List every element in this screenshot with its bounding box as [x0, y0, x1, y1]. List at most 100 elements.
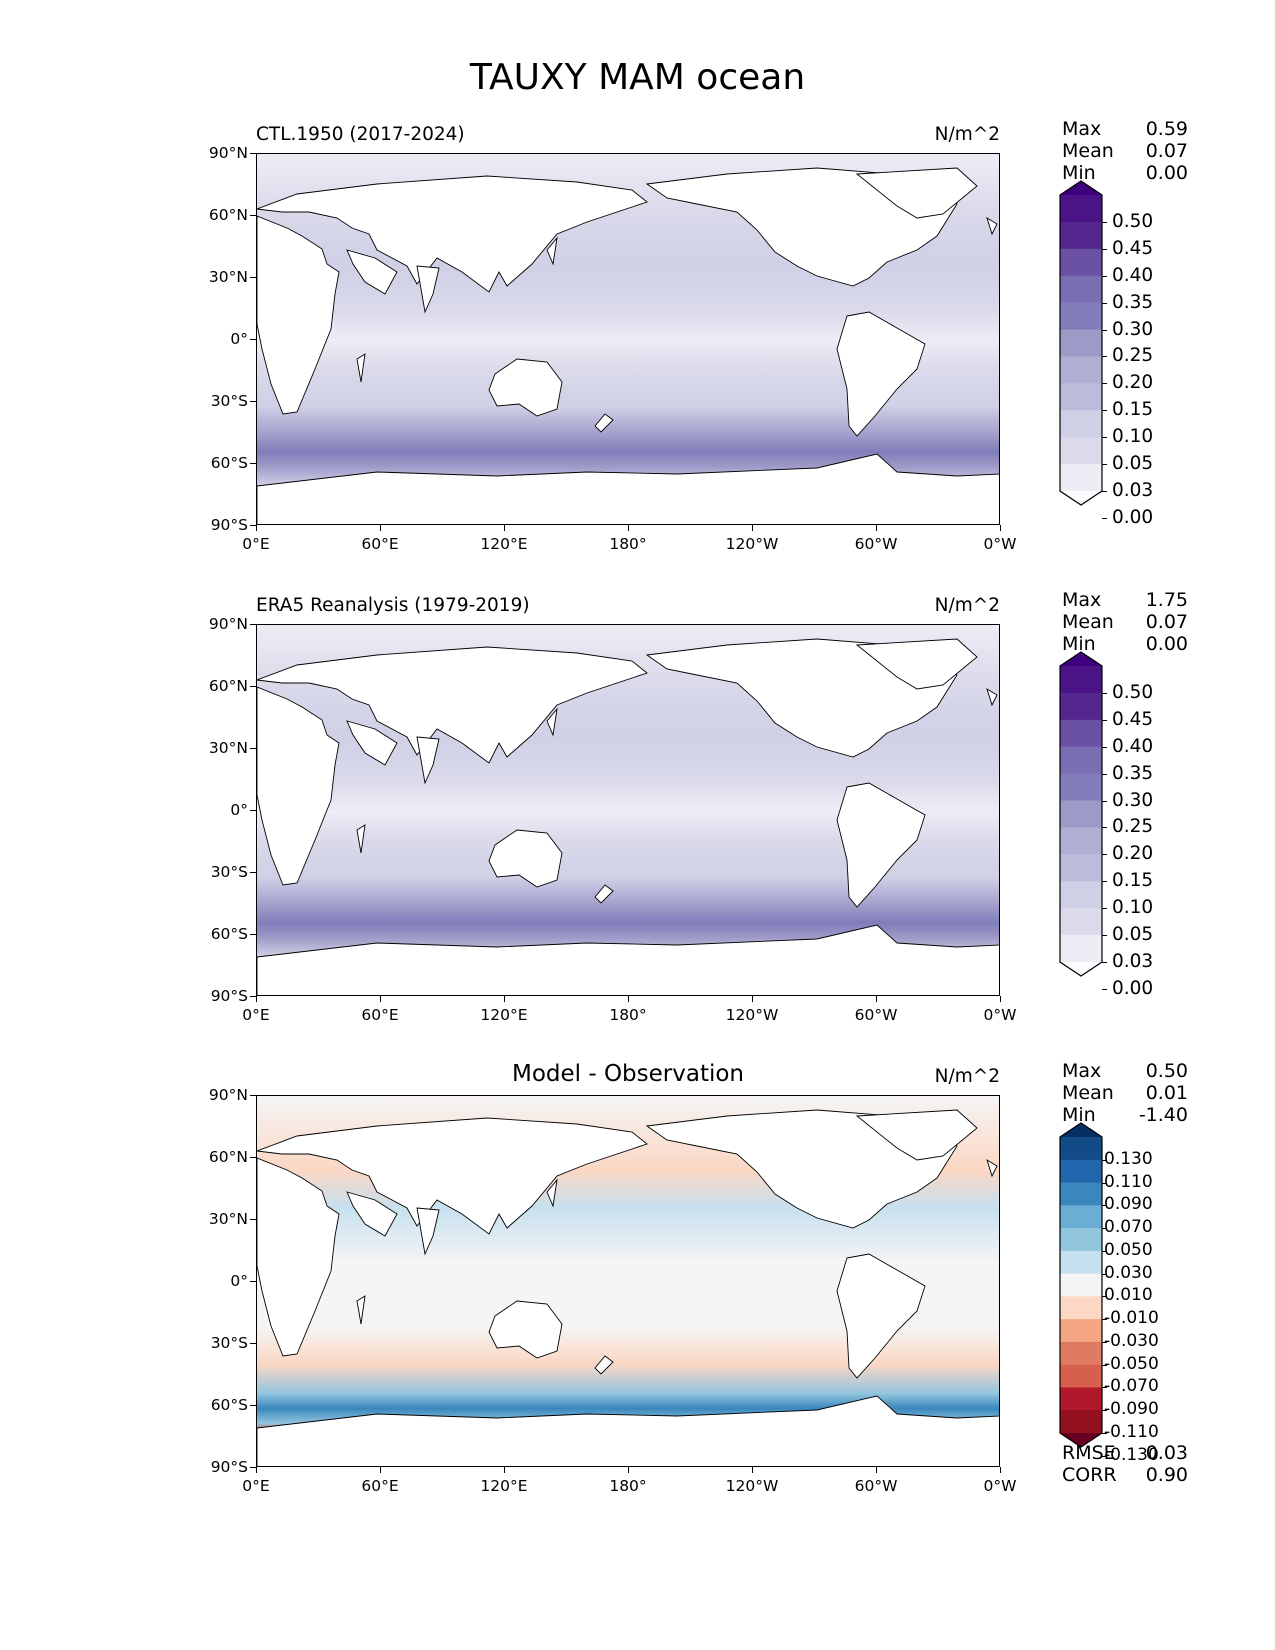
panel-3-lat-tickmark — [250, 1405, 256, 1407]
panel-3-lon-tick-label: 0°E — [242, 1477, 270, 1495]
panel-3-lon-tick-label: 120°E — [480, 1477, 528, 1495]
panel-3-stat-name: Max — [1062, 1060, 1102, 1082]
panel-2-lat-tickmark — [250, 748, 256, 750]
panel-3-stat-value: -1.40 — [1138, 1104, 1188, 1126]
panel-2-colorbar-segment — [1060, 692, 1102, 721]
panel-3-lon-tickmark — [752, 1467, 754, 1473]
panel-3-land-madagascar — [356, 1295, 366, 1325]
panel-3-colorbar-extend-max — [1060, 1123, 1102, 1137]
panel-3-lon-tickmark — [876, 1467, 878, 1473]
panel-3-colorbar-tick — [1102, 1410, 1107, 1412]
panel-1-land-nz — [594, 413, 614, 433]
panel-2-lon-tick-label: 180° — [609, 1006, 647, 1024]
panel-3-extra-stat-value: 0.03 — [1145, 1442, 1188, 1464]
panel-3-lat-tick-label: 90°S — [210, 1458, 248, 1476]
panel-3-extra-stat-name: CORR — [1062, 1464, 1117, 1486]
panel-2-colorbar-tick — [1102, 800, 1107, 802]
panel-2-land-australia — [488, 829, 563, 888]
panel-2-title: ERA5 Reanalysis (1979-2019) — [256, 595, 530, 616]
panel-1-colorbar-label: 0.50 — [1112, 210, 1154, 232]
panel-2-land-antarctica — [257, 924, 999, 995]
panel-1-colorbar-segment — [1060, 275, 1102, 304]
panel-3-title: Model - Observation — [511, 1061, 745, 1087]
panel-2-colorbar — [1059, 651, 1103, 977]
panel-3-colorbar-label: -0.090 — [1104, 1399, 1159, 1420]
panel-2-lat-tickmark — [250, 810, 256, 812]
panel-3-lon-tickmark — [504, 1467, 506, 1473]
panel-2-lon-tickmark — [876, 996, 878, 1002]
panel-2-lat-tickmark — [250, 996, 256, 998]
panel-1-lat-tick-label: 90°S — [210, 516, 248, 534]
panel-2-colorbar-segment — [1060, 908, 1102, 936]
panel-1-colorbar-label: 0.20 — [1112, 372, 1154, 394]
panel-2-lon-tickmark — [380, 996, 382, 1002]
panel-2-stat-value: 0.07 — [1145, 611, 1188, 633]
panel-1-colorbar — [1059, 180, 1103, 506]
panel-3-colorbar-label: 0.130 — [1104, 1148, 1153, 1169]
panel-1-stat-name: Min — [1062, 162, 1096, 184]
panel-1-land-africa — [257, 215, 340, 415]
panel-1-land-japan — [546, 236, 558, 266]
panel-1-colorbar-label: 0.10 — [1112, 426, 1154, 448]
panel-1-colorbar-tick — [1102, 221, 1107, 223]
panel-1-lat-tickmark — [250, 463, 256, 465]
panel-1-lat-tickmark — [250, 215, 256, 217]
panel-3-lat-tick-label: 30°N — [208, 1210, 248, 1228]
panel-2-stat-name: Mean — [1062, 611, 1114, 633]
panel-1-colorbar-segment — [1060, 248, 1102, 277]
panel-3-colorbar-segment — [1060, 1159, 1102, 1184]
panel-3-colorbar-segment — [1060, 1341, 1102, 1366]
panel-2-lat-tickmark — [250, 872, 256, 874]
panel-1-land-south-america — [836, 311, 926, 437]
panel-3-colorbar-tick — [1102, 1319, 1107, 1321]
panel-2-lat-tick-label: 30°N — [208, 739, 248, 757]
panel-2-colorbar-tick — [1102, 692, 1107, 694]
panel-3-colorbar-segment — [1060, 1319, 1102, 1343]
panel-3-land-eurasia — [257, 1117, 648, 1235]
panel-2-colorbar-tick — [1102, 988, 1107, 990]
panel-3-colorbar-label: 0.050 — [1104, 1239, 1153, 1260]
panel-1-lon-tick-label: 120°E — [480, 535, 528, 553]
panel-3-colorbar — [1059, 1122, 1103, 1448]
panel-2-colorbar-tick — [1102, 935, 1107, 937]
panel-3-colorbar-tick — [1102, 1296, 1107, 1298]
panel-2-land-eurasia — [257, 646, 648, 764]
panel-2-colorbar-segment — [1060, 827, 1102, 855]
panel-3-lat-tick-label: 30°S — [210, 1334, 248, 1352]
panel-3-land-nz — [594, 1355, 614, 1375]
panel-1-colorbar-label: 0.00 — [1112, 506, 1154, 528]
panel-1-title: CTL.1950 (2017-2024) — [256, 124, 465, 145]
panel-2-colorbar-segment — [1060, 773, 1102, 802]
panel-3-lat-tickmark — [250, 1343, 256, 1345]
panel-1-colorbar-tick — [1102, 383, 1107, 385]
panel-2-colorbar-label: 0.10 — [1112, 897, 1154, 919]
panel-3-colorbar-label: -0.110 — [1104, 1422, 1159, 1442]
panel-2-lon-tick-label: 60°E — [361, 1006, 399, 1024]
panel-3-colorbar-label: 0.070 — [1104, 1217, 1153, 1238]
panel-2-lat-tick-label: 0° — [230, 801, 248, 819]
panel-2-lon-tick-label: 0°W — [983, 1006, 1017, 1024]
panel-3-lat-tickmark — [250, 1095, 256, 1097]
panel-3-extra-stat-value: 0.90 — [1145, 1464, 1188, 1486]
panel-1-map — [256, 153, 1000, 525]
panel-2-colorbar-label: 0.15 — [1112, 870, 1154, 892]
panel-1-colorbar-tick — [1102, 302, 1107, 304]
panel-2-land-japan — [546, 707, 558, 737]
panel-2-lat-tick-label: 60°N — [208, 677, 248, 695]
panel-3-colorbar-label: 0.030 — [1104, 1262, 1153, 1283]
panel-3-lat-tickmark — [250, 1467, 256, 1469]
panel-3-land-australia — [488, 1300, 563, 1359]
panel-2-colorbar-tick — [1102, 746, 1107, 748]
panel-1-colorbar-label: 0.05 — [1112, 453, 1154, 475]
panel-3-colorbar-segment — [1060, 1205, 1102, 1229]
panel-1-lat-tickmark — [250, 525, 256, 527]
panel-2-colorbar-label: 0.50 — [1112, 681, 1154, 703]
panel-3-colorbar-segment — [1060, 1387, 1102, 1411]
panel-1-lon-tick-label: 0°E — [242, 535, 270, 553]
panel-1-colorbar-tick — [1102, 356, 1107, 358]
panel-3-colorbar-tick — [1102, 1364, 1107, 1366]
panel-2-colorbar-tick — [1102, 773, 1107, 775]
panel-3-land-africa — [257, 1157, 340, 1357]
panel-1-lon-tickmark — [1000, 525, 1002, 531]
panel-3-land-uk — [986, 1159, 998, 1178]
